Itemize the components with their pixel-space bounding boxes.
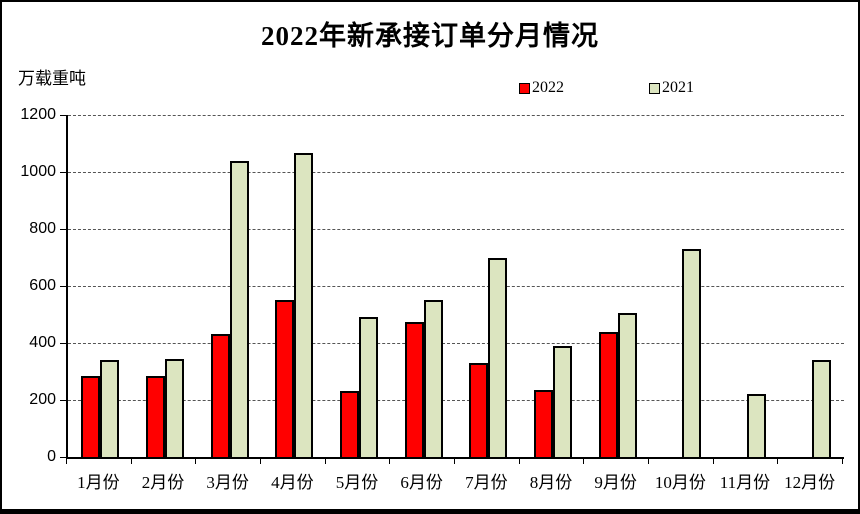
bar-2022-8月份 [534,390,553,457]
bar-2022-1月份 [81,375,101,457]
gridline-400 [68,343,844,344]
bar-2021-9月份 [617,313,637,457]
x-tick-mark-12 [842,459,843,464]
legend-label-2022: 2022 [532,79,564,96]
x-tick-mark-0 [66,459,67,464]
x-category-label-3月份: 3月份 [206,473,249,492]
x-tick-mark-9 [648,459,649,464]
bar-2021-4月份 [294,153,314,457]
legend-label-2021: 2021 [662,79,694,96]
gridline-600 [68,286,844,287]
x-tick-mark-2 [195,459,197,464]
legend-item-2022: 2022 [519,79,564,97]
y-tick-label-200: 200 [29,391,56,408]
x-tick-mark-6 [454,459,455,464]
x-category-label-6月份: 6月份 [400,473,443,492]
bar-2021-10月份 [682,248,702,457]
bar-2022-4月份 [275,300,295,457]
y-tick-label-800: 800 [29,220,56,237]
x-category-label-11月份: 11月份 [719,473,771,492]
x-tick-mark-10 [712,459,714,464]
bar-2022-3月份 [210,334,230,457]
bar-2021-11月份 [747,394,766,457]
legend-swatch-2022 [519,82,530,94]
bar-2022-5月份 [340,391,359,457]
x-category-label-12月份: 12月份 [784,473,836,492]
bar-2022-6月份 [404,321,424,457]
y-tick-mark-800 [60,229,66,230]
legend-swatch-2021 [649,82,660,94]
x-tick-mark-4 [324,459,326,464]
x-tick-mark-1 [130,459,132,464]
plot-area [66,115,844,459]
bar-2022-9月份 [598,331,618,457]
y-tick-mark-400 [60,343,66,344]
x-tick-mark-3 [260,459,261,464]
x-category-label-5月份: 5月份 [335,473,379,492]
y-tick-mark-0 [60,457,66,458]
gridline-800 [68,229,844,230]
legend-item-2021: 2021 [649,79,694,97]
bar-2022-2月份 [146,375,165,457]
x-tick-mark-7 [518,459,520,464]
gridline-200 [68,400,844,401]
chart-title: 2022年新承接订单分月情况 [261,21,599,51]
y-tick-label-1000: 1000 [20,163,56,180]
legend: 2022 2021 [2,79,858,97]
x-category-label-2月份: 2月份 [141,473,185,492]
x-category-label-4月份: 4月份 [271,473,314,492]
gridline-1000 [68,172,844,173]
bar-2021-1月份 [100,360,120,457]
bar-2022-7月份 [469,362,489,457]
y-tick-mark-1000 [60,172,66,173]
y-tick-mark-1200 [60,115,66,116]
y-tick-label-400: 400 [29,334,56,351]
x-category-label-10月份: 10月份 [654,473,706,492]
gridline-1200 [68,115,844,116]
x-category-label-7月份: 7月份 [465,473,508,492]
bar-2021-8月份 [553,345,572,457]
y-tick-mark-600 [60,286,66,287]
x-category-label-1月份: 1月份 [77,473,120,492]
x-tick-mark-5 [389,459,391,464]
y-tick-mark-200 [60,400,66,401]
bar-2021-7月份 [488,257,508,457]
x-tick-mark-8 [583,459,585,464]
x-category-label-8月份: 8月份 [529,473,573,492]
bar-2021-2月份 [165,358,184,457]
bar-2021-3月份 [229,160,249,457]
y-axis-unit-label: 万载重吨 [18,69,86,88]
x-tick-mark-11 [777,459,779,464]
bar-2021-6月份 [423,300,443,457]
y-tick-label-0: 0 [47,448,56,465]
x-category-label-9月份: 9月份 [594,473,637,492]
bar-2021-5月份 [359,317,378,457]
y-tick-label-600: 600 [29,277,56,294]
bar-2021-12月份 [811,360,831,457]
y-tick-label-1200: 1200 [20,106,56,123]
